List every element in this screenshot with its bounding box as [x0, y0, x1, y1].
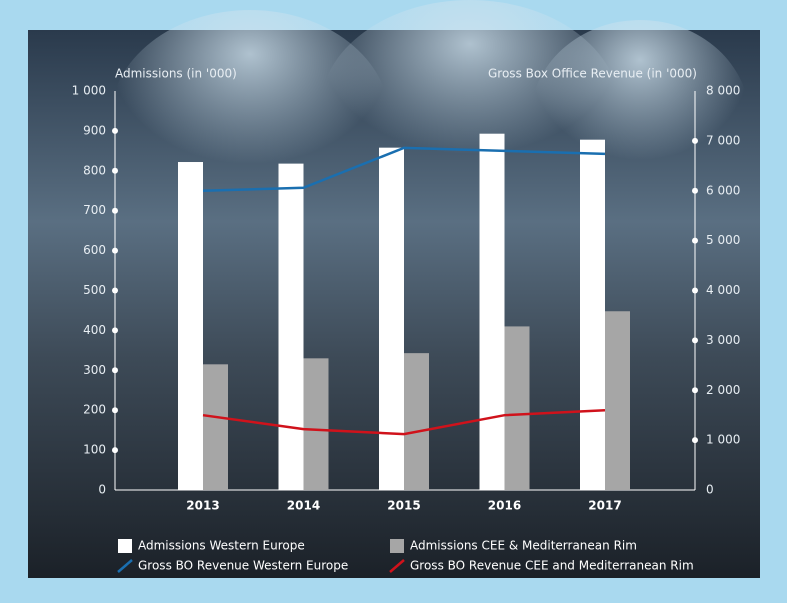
bar — [504, 326, 530, 490]
bar — [605, 311, 630, 490]
tick-dot — [112, 287, 118, 294]
y-axis-title: Admissions (in '000) — [115, 67, 237, 81]
tick-dot — [692, 337, 698, 344]
tick-dot — [112, 327, 118, 334]
tick-dot — [692, 287, 698, 294]
y-tick-label: 0 — [98, 483, 106, 497]
tick-dot — [112, 367, 118, 374]
bar — [203, 364, 228, 490]
legend-label: Admissions CEE & Mediterranean Rim — [410, 539, 637, 553]
y-tick-label: 900 — [83, 123, 106, 137]
line — [202, 408, 606, 436]
legend-label: Gross BO Revenue CEE and Mediterranean R… — [410, 559, 694, 573]
x-tick-label: 2013 — [186, 499, 219, 513]
y2-tick-label: 0 — [706, 483, 714, 497]
legend-swatch — [118, 539, 132, 553]
bar — [278, 163, 304, 491]
bar — [178, 162, 203, 490]
y-tick-label: 1 000 — [72, 84, 106, 98]
tick-dot — [112, 167, 118, 174]
tick-dot — [112, 207, 118, 214]
y2-tick-label: 6 000 — [706, 183, 740, 197]
y-tick-label: 300 — [83, 363, 106, 377]
legend-label: Gross BO Revenue Western Europe — [138, 559, 348, 573]
y-tick-label: 500 — [83, 283, 106, 297]
y2-tick-label: 7 000 — [706, 133, 740, 147]
tick-dot — [692, 187, 698, 194]
bar — [580, 139, 605, 491]
x-tick-label: 2014 — [287, 499, 320, 513]
tick-dot — [112, 447, 118, 454]
legend-label: Admissions Western Europe — [138, 539, 305, 553]
y2-tick-label: 2 000 — [706, 383, 740, 397]
tick-dot — [692, 237, 698, 244]
x-tick-label: 2015 — [387, 499, 420, 513]
tick-dot — [692, 137, 698, 144]
y2-tick-label: 3 000 — [706, 333, 740, 347]
tick-dot — [692, 387, 698, 394]
legend-swatch — [390, 539, 404, 553]
y2-tick-label: 8 000 — [706, 84, 740, 98]
y-tick-label: 200 — [83, 403, 106, 417]
y2-tick-label: 1 000 — [706, 433, 740, 447]
tick-dot — [112, 407, 118, 414]
y2-tick-label: 5 000 — [706, 233, 740, 247]
line — [202, 146, 606, 192]
legend: Admissions Western Europe Admissions CEE … — [117, 539, 694, 573]
bar — [479, 133, 505, 490]
bar — [379, 147, 404, 490]
legend-swatch — [389, 559, 405, 573]
y-tick-label: 100 — [83, 443, 106, 457]
bar — [404, 353, 429, 490]
tick-dot — [112, 247, 118, 254]
tick-dot — [112, 127, 118, 134]
y-tick-label: 700 — [83, 203, 106, 217]
y2-axis-title: Gross Box Office Revenue (in '000) — [488, 67, 697, 81]
y-tick-label: 800 — [83, 163, 106, 177]
tick-dot — [692, 437, 698, 444]
y-tick-label: 600 — [83, 243, 106, 257]
y-tick-label: 400 — [83, 323, 106, 337]
y2-tick-label: 4 000 — [706, 283, 740, 297]
bar — [303, 358, 329, 490]
x-tick-label: 2017 — [588, 499, 621, 513]
x-tick-label: 2016 — [488, 499, 521, 513]
legend-swatch — [117, 559, 133, 573]
